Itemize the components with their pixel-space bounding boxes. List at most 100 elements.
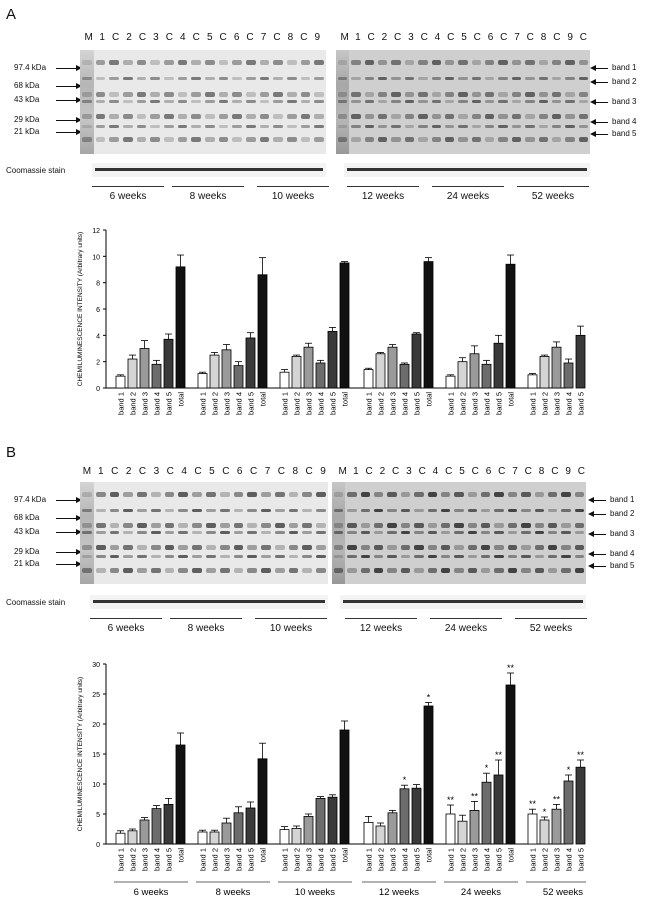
- blot-band: [82, 545, 92, 551]
- lane-label: C: [138, 32, 147, 43]
- blot-band: [507, 555, 518, 559]
- group-axis-label: 52 weeks: [543, 887, 583, 898]
- blot-band: [485, 99, 495, 103]
- blot-band: [347, 522, 357, 528]
- blot-band: [314, 77, 324, 81]
- blot-band: [287, 91, 297, 97]
- blot-band: [351, 60, 361, 66]
- band-arrow-line: [594, 122, 608, 123]
- group-underline: [170, 618, 242, 619]
- blot-band: [274, 530, 285, 534]
- blot-band: [123, 114, 133, 120]
- blot-band: [458, 91, 468, 97]
- blot-band: [273, 91, 283, 97]
- marker-lane: [332, 482, 346, 584]
- blot-band: [338, 124, 348, 128]
- blot-band: [246, 137, 256, 143]
- blot-band: [578, 99, 588, 103]
- y-tick-label: 25: [92, 692, 100, 699]
- blot-band: [191, 114, 201, 120]
- bar: [327, 796, 338, 845]
- blot-band: [316, 508, 326, 512]
- bar: [233, 812, 244, 845]
- lane-label: C: [246, 32, 254, 43]
- bar: [339, 729, 350, 845]
- lane-label: 6: [487, 32, 494, 43]
- marker-arrow-line: [56, 500, 80, 501]
- blot-band: [123, 91, 133, 97]
- blot-band: [123, 60, 133, 66]
- blot-band: [82, 91, 92, 97]
- blot-band: [351, 137, 361, 143]
- blot-band: [338, 137, 348, 143]
- blot-band: [574, 522, 584, 528]
- panel-b-blot-left: [80, 482, 328, 584]
- group-label: 6 weeks: [109, 191, 147, 202]
- blot-band: [525, 60, 535, 66]
- group-underline: [90, 618, 162, 619]
- blot-band: [498, 77, 508, 81]
- blot-band: [578, 91, 588, 97]
- blot-band: [458, 60, 468, 66]
- group-label: 24 weeks: [446, 191, 490, 202]
- blot-band: [378, 124, 388, 128]
- blot-band: [191, 77, 201, 81]
- lane-label: C: [500, 32, 508, 43]
- blot-band: [525, 124, 535, 128]
- marker-arrow-head: [76, 129, 82, 135]
- blot-band: [471, 60, 482, 66]
- blot-band: [360, 530, 371, 534]
- blot-band: [414, 492, 424, 498]
- blot-band: [351, 99, 361, 103]
- blot-band: [534, 567, 544, 573]
- band-arrow-head: [590, 65, 596, 71]
- significance-mark: **: [553, 794, 561, 804]
- blot-band: [123, 492, 134, 498]
- blot-band: [507, 545, 518, 551]
- blot-band: [302, 567, 313, 573]
- category-label: band 4: [317, 848, 326, 871]
- panel-b-coomassie-label: Coomassie stain: [6, 598, 66, 607]
- category-label: band 2: [459, 848, 468, 871]
- blot-band: [561, 555, 571, 559]
- lane-label: 1: [353, 466, 359, 477]
- blot-band: [109, 124, 119, 128]
- blot-band: [233, 508, 244, 512]
- bar: [315, 797, 326, 845]
- blot-band: [316, 530, 326, 534]
- panel-a-coomassie-strip-right: [344, 163, 590, 177]
- group-axis-label: 10 weeks: [295, 887, 335, 898]
- blot-band: [232, 114, 242, 120]
- blot-band: [494, 555, 504, 559]
- lane-label: 7: [512, 466, 518, 477]
- lane-label: 5: [209, 466, 215, 477]
- blot-band: [233, 492, 244, 498]
- blot-band: [374, 530, 384, 534]
- blot-band: [378, 60, 388, 66]
- group-axis-label: 24 weeks: [461, 887, 501, 898]
- bar: [139, 819, 150, 845]
- blot-band: [334, 545, 344, 551]
- blot-band: [374, 555, 384, 559]
- blot-band: [82, 137, 92, 143]
- blot-band: [232, 137, 242, 143]
- blot-band: [232, 124, 242, 128]
- blot-band: [400, 492, 411, 498]
- blot-band: [137, 545, 147, 551]
- blot-band: [565, 60, 575, 66]
- marker-arrow-head: [76, 561, 82, 567]
- blot-band: [164, 91, 174, 97]
- y-tick-label: 10: [92, 782, 100, 789]
- blot-band: [534, 555, 544, 559]
- blot-band: [561, 530, 571, 534]
- marker-label: 43 kDa: [14, 527, 40, 536]
- blot-band: [261, 522, 271, 528]
- marker-label: 97.4 kDa: [14, 63, 47, 72]
- blot-band: [351, 124, 361, 128]
- blot-band: [82, 60, 92, 66]
- group-label: 8 weeks: [187, 623, 225, 634]
- blot-band: [427, 508, 437, 512]
- lane-label: 6: [233, 32, 240, 43]
- blot-band: [300, 77, 311, 81]
- blot-band: [247, 545, 258, 551]
